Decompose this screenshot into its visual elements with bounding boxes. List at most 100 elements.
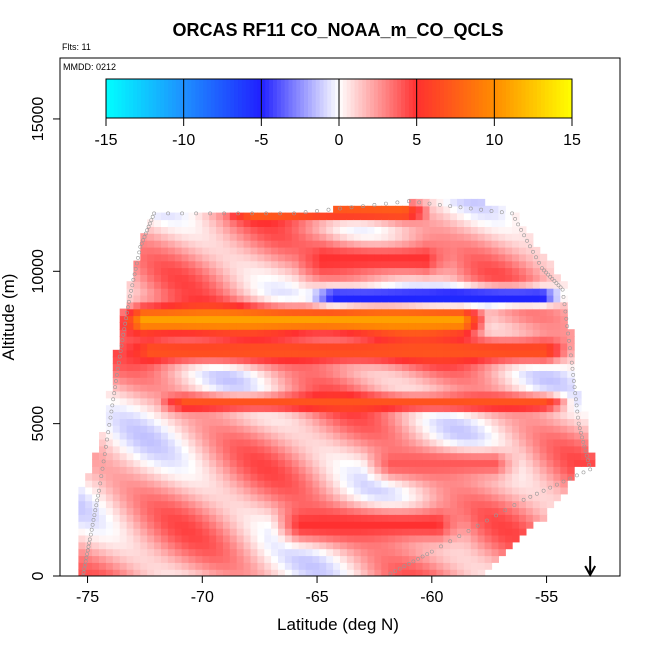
heatmap-cell [395, 329, 403, 337]
heatmap-cell [539, 384, 548, 392]
heatmap-cell [346, 267, 355, 275]
heatmap-cell [450, 384, 458, 392]
heatmap-cell [181, 528, 190, 536]
heatmap-cell [360, 349, 369, 358]
heatmap-cell [340, 514, 348, 522]
sample-point [250, 211, 255, 216]
heatmap-cell [195, 425, 203, 433]
heatmap-cell [374, 260, 382, 269]
heatmap-cell [209, 370, 217, 378]
heatmap-cell [429, 246, 437, 255]
heatmap-cell [388, 397, 396, 406]
heatmap-cell [429, 534, 437, 543]
heatmap-cell [202, 288, 210, 296]
heatmap-cell [312, 569, 320, 576]
heatmap-cell [567, 370, 575, 378]
heatmap-cell [443, 370, 451, 378]
heatmap-cell [436, 473, 444, 481]
heatmap-cell [264, 438, 272, 447]
heatmap-cell [457, 329, 465, 337]
heatmap-cell [133, 541, 141, 550]
heatmap-cell [250, 541, 258, 550]
sample-point [146, 224, 151, 229]
heatmap-cell [243, 432, 252, 440]
heatmap-cell [174, 288, 183, 296]
heatmap-cell [429, 253, 437, 262]
heatmap-cell [505, 363, 513, 371]
heatmap-cell [243, 329, 252, 337]
heatmap-cell [374, 425, 382, 433]
heatmap-cell [567, 397, 575, 406]
heatmap-cell [85, 555, 93, 563]
heatmap-cell [525, 432, 534, 440]
heatmap-cell [415, 411, 424, 419]
heatmap-cell [223, 466, 231, 474]
heatmap-cell [333, 219, 341, 227]
sample-point [145, 228, 150, 233]
heatmap-cell [195, 336, 203, 344]
heatmap-cell [326, 425, 334, 433]
heatmap-cell [243, 370, 252, 378]
heatmap-cell [470, 438, 479, 447]
sample-point [439, 544, 443, 549]
heatmap-cell [498, 377, 506, 385]
heatmap-cell [126, 486, 135, 495]
heatmap-cell [174, 253, 183, 262]
heatmap-cell [567, 390, 575, 399]
heatmap-cell [216, 521, 224, 529]
heatmap-cell [402, 432, 410, 440]
heatmap-cell [463, 473, 472, 481]
heatmap-cell [133, 349, 141, 358]
heatmap-cell [381, 404, 389, 413]
heatmap-cell [388, 356, 396, 365]
heatmap-cell [119, 363, 128, 371]
heatmap-cell [195, 288, 203, 296]
heatmap-cell [567, 438, 575, 447]
heatmap-cell [519, 294, 527, 303]
colorbar-segment [214, 79, 220, 118]
heatmap-cell [340, 473, 348, 481]
heatmap-cell [360, 404, 369, 413]
heatmap-cell [381, 219, 389, 227]
heatmap-cell [112, 555, 121, 563]
heatmap-cell [429, 404, 437, 413]
heatmap-cell [532, 349, 541, 358]
heatmap-cell [326, 384, 334, 392]
heatmap-cell [484, 411, 493, 419]
heatmap-cell [408, 425, 417, 433]
heatmap-cell [457, 555, 465, 563]
heatmap-cell [140, 425, 148, 433]
heatmap-cell [181, 480, 190, 488]
heatmap-cell [133, 452, 141, 461]
heatmap-cell [381, 322, 389, 330]
heatmap-cell [161, 438, 169, 447]
heatmap-cell [133, 281, 141, 289]
heatmap-cell [346, 473, 355, 481]
heatmap-cell [278, 219, 286, 227]
heatmap-cell [167, 418, 176, 426]
heatmap-cell [402, 322, 410, 330]
heatmap-cell [415, 336, 424, 344]
heatmap-cell [278, 308, 286, 317]
heatmap-cell [119, 370, 128, 378]
heatmap-cell [340, 466, 348, 474]
heatmap-cell [374, 301, 382, 310]
heatmap-cell [257, 562, 265, 570]
heatmap-cell [360, 562, 369, 570]
heatmap-cell [436, 301, 444, 310]
heatmap-cell [532, 267, 541, 275]
heatmap-cell [278, 459, 286, 467]
heatmap-cell [271, 514, 279, 522]
sample-point [570, 366, 575, 371]
heatmap-cell [415, 274, 424, 282]
heatmap-cell [546, 384, 555, 392]
heatmap-cell [188, 452, 196, 461]
heatmap-cell [546, 267, 555, 275]
heatmap-cell [271, 507, 279, 515]
heatmap-cell [99, 562, 107, 570]
heatmap-cell [539, 480, 548, 488]
heatmap-cell [512, 480, 520, 488]
heatmap-cell [119, 438, 128, 447]
heatmap-cell [236, 363, 245, 371]
